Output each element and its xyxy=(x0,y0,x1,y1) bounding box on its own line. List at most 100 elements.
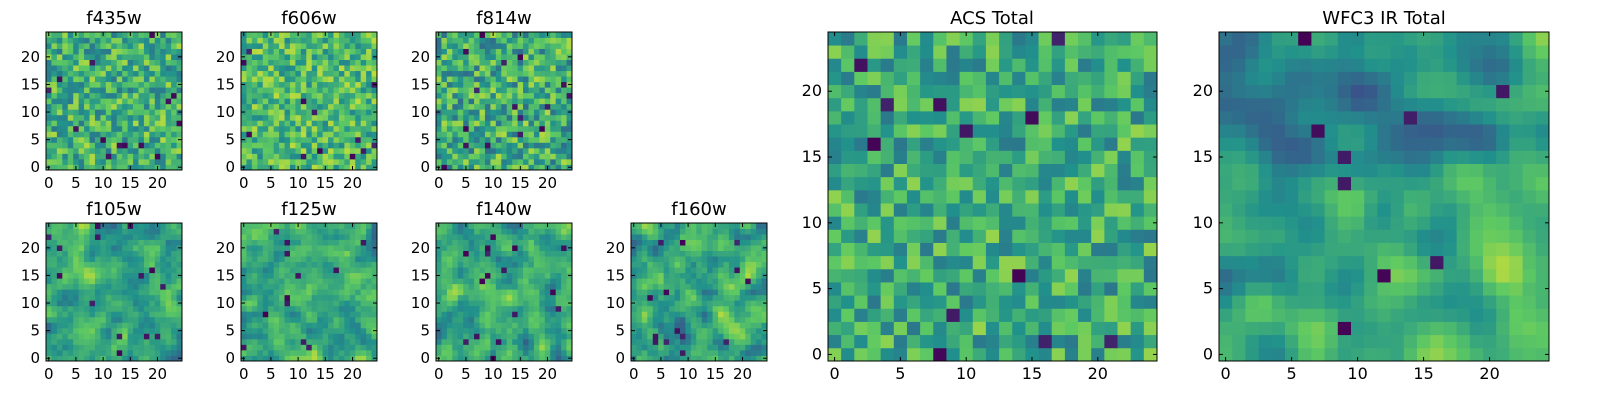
heatmap-cell xyxy=(176,120,183,127)
heatmap-cell xyxy=(674,228,681,235)
heatmap-cell xyxy=(734,250,741,257)
heatmap-cell xyxy=(495,283,502,290)
heatmap-cell xyxy=(257,223,264,229)
heatmap-cell xyxy=(561,70,567,77)
heatmap-cell xyxy=(484,136,491,143)
heatmap-cell xyxy=(257,305,264,312)
heatmap-cell xyxy=(176,70,183,77)
heatmap-cell xyxy=(100,125,107,132)
heatmap-cell xyxy=(446,147,453,154)
heatmap-cell xyxy=(544,245,551,251)
x-tick-label: 20 xyxy=(343,365,362,383)
heatmap-cell xyxy=(366,54,372,60)
heatmap-cell xyxy=(555,245,562,251)
heatmap-cell xyxy=(1143,163,1158,178)
heatmap-cell xyxy=(116,103,123,110)
heatmap-cell xyxy=(133,65,139,72)
heatmap-cell xyxy=(1091,321,1105,336)
heatmap-cell xyxy=(436,59,442,66)
heatmap-cell xyxy=(723,289,730,296)
heatmap-cell xyxy=(728,239,735,246)
heatmap-cell xyxy=(457,48,464,55)
heatmap-cell xyxy=(143,70,150,77)
heatmap-cell xyxy=(78,48,85,55)
heatmap-cell xyxy=(105,65,112,72)
heatmap-cell xyxy=(100,305,107,312)
heatmap-cell xyxy=(452,164,459,171)
heatmap-cell xyxy=(355,92,362,99)
heatmap-cell xyxy=(631,344,637,351)
heatmap-cell xyxy=(73,48,80,55)
heatmap-cell xyxy=(317,59,323,66)
heatmap-cell xyxy=(841,282,855,296)
heatmap-cell xyxy=(355,136,362,143)
heatmap-cell xyxy=(338,142,345,149)
heatmap-cell xyxy=(441,272,448,279)
heatmap-cell xyxy=(528,228,535,235)
heatmap-cell xyxy=(484,81,491,88)
heatmap-cell xyxy=(893,282,908,296)
heatmap-cell xyxy=(669,300,675,307)
heatmap-cell xyxy=(46,261,52,268)
heatmap-cell xyxy=(561,355,567,362)
heatmap-cell xyxy=(463,109,470,116)
heatmap-cell xyxy=(360,120,367,127)
heatmap-cell xyxy=(490,349,497,356)
heatmap-cell xyxy=(555,164,562,171)
heatmap-cell xyxy=(317,250,323,257)
heatmap-cell xyxy=(165,294,172,301)
heatmap-cell xyxy=(484,158,491,165)
heatmap-cell xyxy=(728,245,735,251)
heatmap-cell xyxy=(116,355,123,362)
heatmap-cell xyxy=(658,228,665,235)
heatmap-cell xyxy=(555,267,562,274)
heatmap-cell xyxy=(658,272,665,279)
heatmap-cell xyxy=(51,164,58,171)
heatmap-cell xyxy=(333,316,340,323)
heatmap-cell xyxy=(279,338,285,345)
heatmap-cell xyxy=(62,305,69,312)
heatmap-cell xyxy=(311,300,318,307)
heatmap-cell xyxy=(89,344,96,351)
heatmap-cell xyxy=(149,223,156,229)
heatmap-cell xyxy=(105,338,112,345)
heatmap-cell xyxy=(690,223,697,229)
heatmap-cell xyxy=(707,349,713,356)
heatmap-cell xyxy=(436,333,442,340)
heatmap-cell xyxy=(289,333,296,340)
heatmap-cell xyxy=(311,311,318,318)
heatmap-cell xyxy=(728,256,735,263)
heatmap-cell xyxy=(528,136,535,143)
heatmap-cell xyxy=(78,98,85,105)
heatmap-cell xyxy=(73,70,80,77)
heatmap-cell xyxy=(701,278,708,285)
heatmap-cell xyxy=(311,223,318,229)
heatmap-cell xyxy=(51,92,58,99)
heatmap-cell xyxy=(457,76,464,83)
heatmap-cell xyxy=(165,87,172,94)
heatmap-cell xyxy=(728,267,735,274)
heatmap-cell xyxy=(251,103,258,110)
heatmap-cell xyxy=(56,305,63,312)
heatmap-cell xyxy=(501,322,508,329)
heatmap-cell xyxy=(674,355,681,362)
heatmap-cell xyxy=(322,256,329,263)
heatmap-cell xyxy=(685,256,692,263)
heatmap-cell xyxy=(311,103,318,110)
heatmap-cell xyxy=(1064,216,1079,230)
heatmap-cell xyxy=(441,305,448,312)
heatmap-cell xyxy=(463,48,470,55)
heatmap-cell xyxy=(463,37,470,44)
heatmap-cell xyxy=(457,54,464,60)
heatmap-cell xyxy=(501,316,508,323)
heatmap-cell xyxy=(452,223,459,229)
heatmap-cell xyxy=(841,308,855,322)
heatmap-cell xyxy=(371,223,378,229)
heatmap-cell xyxy=(111,32,118,38)
heatmap-cell xyxy=(484,98,491,105)
heatmap-cell xyxy=(641,278,648,285)
heatmap-cell xyxy=(517,322,524,329)
heatmap-cell xyxy=(528,109,535,116)
heatmap-cell xyxy=(495,267,502,274)
heatmap-cell xyxy=(333,234,340,240)
